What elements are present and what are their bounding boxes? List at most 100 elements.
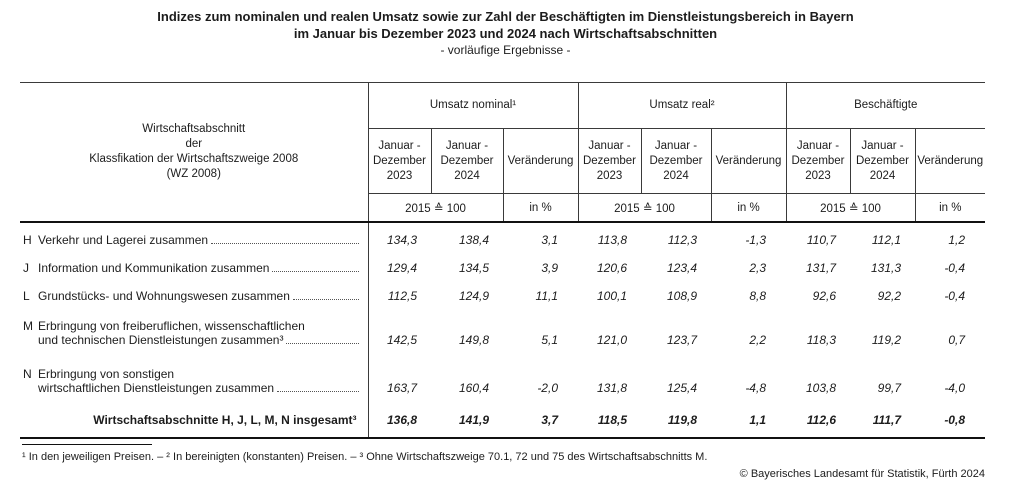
unit-percent-nominal: in % [502, 193, 578, 223]
row-label-cell: Wirtschaftsabschnitte H, J, L, M, N insg… [20, 402, 369, 439]
col-header-nominal-2024: Januar - Dezember 2024 [430, 128, 503, 194]
table-row: H Verkehr und Lagerei zusammen 134,3 138,4 3… [20, 222, 985, 254]
col-header-real-change: Veränderung [710, 128, 786, 194]
group-header-umsatz-real: Umsatz real² [577, 82, 786, 129]
unit-index-besch: 2015 ≙ 100 [785, 193, 915, 223]
title-line-2: im Januar bis Dezember 2023 und 2024 nac… [293, 26, 718, 41]
value-cell: -0,4 [944, 261, 965, 275]
title-block: Indizes zum nominalen und realen Umsatz … [0, 8, 1011, 58]
row-label-continued: wirtschaftlichen Dienstleistungen zusamm… [38, 381, 275, 395]
col-header-nominal-change: Veränderung [502, 128, 578, 194]
value-cell: -4,8 [745, 381, 766, 395]
value-cell: 5,1 [541, 333, 558, 347]
row-label: Grundstücks- und Wohnungswesen zusammen [38, 289, 290, 303]
row-label-cell: M Erbringung von freiberuflichen, wissens… [20, 310, 369, 354]
value-cell: 120,6 [596, 261, 627, 275]
value-cell: -0,8 [915, 402, 985, 439]
value-cell: 136,8 [368, 402, 431, 439]
value-cell: 112,6 [786, 402, 850, 439]
value-cell: 160,4 [458, 381, 489, 395]
statistics-table: Wirtschaftsabschnitt der Klassfikation d… [20, 82, 985, 439]
section-letter: N [23, 367, 32, 381]
value-cell: 118,5 [578, 402, 641, 439]
col-header-real-2024: Januar - Dezember 2024 [640, 128, 711, 194]
unit-percent-besch: in % [914, 193, 985, 223]
value-cell: 8,8 [749, 289, 766, 303]
value-cell: 131,8 [596, 381, 627, 395]
row-label-line1: M Erbringung von freiberuflichen, wissens… [23, 319, 362, 333]
footnote-rule [22, 444, 152, 445]
value-cell: 2,3 [749, 261, 766, 275]
section-letter: H [23, 233, 32, 247]
dot-leader [211, 243, 359, 244]
value-cell: -2,0 [537, 381, 558, 395]
value-cell: 131,3 [870, 261, 901, 275]
row-label: Erbringung von freiberuflichen, wissensc… [38, 319, 305, 333]
value-cell: 108,9 [666, 289, 697, 303]
value-cell: 119,8 [641, 402, 711, 439]
row-label-line: L Grundstücks- und Wohnungswesen zusammen [23, 289, 362, 303]
table-row: N Erbringung von sonstigen wirtschaftliche… [20, 354, 985, 402]
value-cell: 110,7 [806, 233, 836, 247]
value-cell: 123,7 [666, 333, 697, 347]
dot-leader [286, 343, 359, 344]
value-cell: 3,9 [541, 261, 558, 275]
value-cell: 129,4 [386, 261, 417, 275]
group-header-row: Wirtschaftsabschnitt der Klassfikation d… [20, 82, 985, 223]
value-cell: 103,8 [805, 381, 836, 395]
total-row: Wirtschaftsabschnitte H, J, L, M, N insg… [20, 402, 985, 439]
group-header-umsatz-nominal: Umsatz nominal¹ [368, 82, 578, 129]
value-cell: 123,4 [666, 261, 697, 275]
value-cell: 1,1 [711, 402, 786, 439]
column-header-row: Januar - Dezember 2023 Januar - Dezember… [20, 128, 985, 194]
value-cell: 111,7 [850, 402, 915, 439]
col-header-nominal-2023: Januar - Dezember 2023 [368, 128, 431, 194]
row-label-cell: N Erbringung von sonstigen wirtschaftliche… [20, 354, 369, 402]
value-cell: 138,4 [458, 233, 489, 247]
value-cell: 11,1 [535, 289, 558, 303]
value-cell: 119,2 [871, 333, 901, 347]
table-row: M Erbringung von freiberuflichen, wissens… [20, 310, 985, 354]
table-header: Wirtschaftsabschnitt der Klassfikation d… [20, 82, 985, 223]
value-cell: 99,7 [877, 381, 901, 395]
units-row: 2015 ≙ 100 in % 2015 ≙ 100 in % 2015 ≙ 1… [20, 193, 985, 223]
group-header-beschaeftigte: Beschäftigte [785, 82, 985, 129]
value-cell: 112,5 [387, 289, 417, 303]
row-label: Erbringung von sonstigen [38, 367, 175, 381]
value-cell: 125,4 [666, 381, 697, 395]
row-label-line2: wirtschaftlichen Dienstleistungen zusamm… [23, 381, 362, 395]
value-cell: 134,5 [458, 261, 489, 275]
value-cell: 134,3 [386, 233, 417, 247]
unit-percent-real: in % [710, 193, 786, 223]
col-header-real-2023: Januar - Dezember 2023 [577, 128, 641, 194]
title-line-1: Indizes zum nominalen und realen Umsatz … [157, 9, 854, 24]
section-letter: L [23, 289, 30, 303]
table-row: J Information und Kommunikation zusammen 1… [20, 254, 985, 282]
value-cell: 149,8 [458, 333, 489, 347]
value-cell: 112,1 [871, 233, 901, 247]
value-cell: 142,5 [386, 333, 417, 347]
row-label-continued: und technischen Dienstleistungen zusamme… [38, 333, 284, 347]
value-cell: 163,7 [386, 381, 417, 395]
value-cell: 2,2 [749, 333, 766, 347]
value-cell: 100,1 [596, 289, 627, 303]
footnote-text: ¹ In den jeweiligen Preisen. – ² In bere… [22, 451, 708, 463]
value-cell: 92,2 [877, 289, 901, 303]
value-cell: -0,4 [944, 289, 965, 303]
value-cell: 0,7 [948, 333, 965, 347]
value-cell: 92,6 [812, 289, 836, 303]
row-label-cell: H Verkehr und Lagerei zusammen [20, 222, 369, 254]
title-subtitle: - vorläufige Ergebnisse - [440, 43, 571, 57]
unit-index-real: 2015 ≙ 100 [577, 193, 711, 223]
stub-header: Wirtschaftsabschnitt der Klassfikation d… [20, 82, 369, 223]
value-cell: -4,0 [944, 381, 965, 395]
value-cell: 124,9 [458, 289, 489, 303]
value-cell: 112,3 [667, 233, 697, 247]
col-header-besch-2023: Januar - Dezember 2023 [785, 128, 850, 194]
row-label-line: H Verkehr und Lagerei zusammen [23, 233, 362, 247]
col-header-besch-change: Veränderung [914, 128, 985, 194]
table-row: L Grundstücks- und Wohnungswesen zusammen… [20, 282, 985, 310]
unit-index-nominal: 2015 ≙ 100 [368, 193, 503, 223]
row-label-line2: und technischen Dienstleistungen zusamme… [23, 333, 362, 347]
